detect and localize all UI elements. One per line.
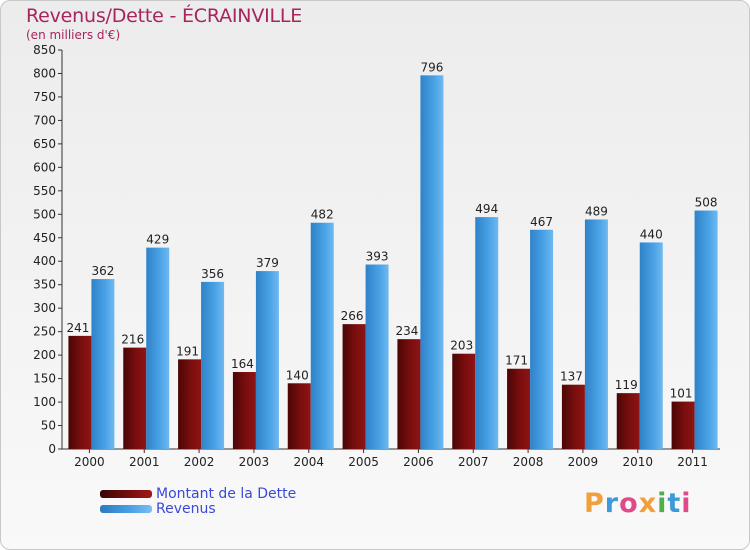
x-tick-label: 2008: [513, 455, 544, 469]
data-label-revenue: 379: [256, 256, 279, 270]
bar-debt: [232, 372, 256, 449]
bar-revenue: [584, 219, 608, 449]
logo-letter-3: x: [638, 488, 658, 519]
data-label-revenue: 362: [91, 264, 114, 278]
logo-letter-1: r: [604, 488, 620, 519]
y-tick-label: 250: [33, 325, 56, 339]
bar-revenue: [310, 222, 334, 449]
bar-revenue: [91, 279, 115, 449]
bar-debt: [561, 384, 585, 449]
bar-debt: [123, 347, 147, 449]
data-label-revenue: 467: [530, 215, 553, 229]
data-label-revenue: 482: [311, 208, 334, 222]
bar-debt: [616, 393, 640, 449]
x-tick-label: 2002: [184, 455, 215, 469]
chart-subtitle: (en milliers d'€): [26, 28, 121, 42]
data-label-debt: 191: [176, 344, 199, 358]
data-label-revenue: 508: [695, 196, 718, 210]
y-tick-label: 50: [41, 419, 56, 433]
data-label-revenue: 796: [420, 60, 443, 74]
legend-item-debt: Montant de la Dette: [100, 485, 297, 502]
bar-debt: [452, 353, 476, 449]
y-tick-label: 350: [33, 278, 56, 292]
bar-debt: [671, 401, 695, 449]
data-label-debt: 119: [615, 378, 638, 392]
bar-debt: [68, 335, 92, 449]
y-tick-label: 550: [33, 184, 56, 198]
y-tick-label: 800: [33, 66, 56, 80]
y-tick-label: 750: [33, 90, 56, 104]
logo-letter-5: t: [667, 488, 682, 519]
chart-title: Revenus/Dette - ÉCRAINVILLE: [26, 5, 303, 27]
bar-debt: [178, 359, 202, 449]
data-label-debt: 140: [286, 368, 309, 382]
bar-revenue: [255, 271, 279, 449]
bar-revenue: [420, 75, 444, 449]
logo-letter-4: i: [657, 488, 668, 519]
x-tick-label: 2001: [129, 455, 160, 469]
data-label-debt: 241: [66, 321, 89, 335]
legend-swatch-debt: [100, 489, 152, 498]
y-tick-label: 150: [33, 372, 56, 386]
x-tick-label: 2003: [239, 455, 270, 469]
y-tick-label: 500: [33, 207, 56, 221]
bar-debt: [287, 383, 311, 449]
bar-revenue: [639, 242, 663, 449]
proxiti-logo: Proxiti: [584, 488, 692, 519]
bar-revenue: [530, 229, 554, 449]
x-tick-label: 2004: [293, 455, 324, 469]
data-label-revenue: 356: [201, 267, 224, 281]
x-tick-label: 2010: [622, 455, 653, 469]
y-tick-label: 200: [33, 348, 56, 362]
data-label-revenue: 440: [640, 227, 663, 241]
x-tick-label: 2006: [403, 455, 434, 469]
y-tick-label: 400: [33, 254, 56, 268]
bar-revenue: [694, 210, 718, 449]
bar-debt: [342, 324, 366, 449]
bar-revenue: [365, 264, 389, 449]
x-tick-label: 2009: [568, 455, 599, 469]
data-label-debt: 216: [121, 333, 144, 347]
data-label-debt: 171: [505, 354, 528, 368]
data-label-debt: 137: [560, 370, 583, 384]
x-tick-label: 2005: [348, 455, 379, 469]
y-tick-label: 100: [33, 395, 56, 409]
bar-revenue: [201, 281, 225, 449]
y-tick-label: 850: [33, 43, 56, 57]
x-tick-label: 2011: [677, 455, 708, 469]
y-tick-label: 650: [33, 137, 56, 151]
legend: Montant de la Dette Revenus: [100, 485, 297, 517]
data-label-revenue: 429: [146, 233, 169, 247]
legend-label-debt: Montant de la Dette: [156, 485, 297, 502]
bar-debt: [397, 339, 421, 449]
legend-swatch-revenue: [100, 504, 152, 513]
data-label-debt: 164: [231, 357, 254, 371]
bar-revenue: [475, 217, 499, 449]
logo-letter-6: i: [681, 488, 692, 519]
y-tick-label: 700: [33, 113, 56, 127]
data-label-revenue: 393: [366, 250, 389, 264]
data-label-debt: 266: [341, 309, 364, 323]
y-tick-label: 450: [33, 231, 56, 245]
y-tick-label: 0: [48, 442, 56, 456]
data-label-revenue: 494: [475, 202, 498, 216]
data-label-debt: 234: [395, 324, 418, 338]
y-tick-label: 600: [33, 160, 56, 174]
bar-debt: [507, 368, 531, 449]
bar-revenue: [146, 247, 170, 449]
data-label-debt: 203: [450, 339, 473, 353]
x-tick-label: 2000: [74, 455, 105, 469]
legend-label-revenue: Revenus: [156, 500, 216, 517]
logo-letter-0: P: [584, 488, 605, 519]
legend-item-revenue: Revenus: [100, 500, 296, 517]
data-label-revenue: 489: [585, 204, 608, 218]
y-tick-label: 300: [33, 301, 56, 315]
x-tick-label: 2007: [458, 455, 489, 469]
logo-letter-2: o: [619, 488, 639, 519]
data-label-debt: 101: [670, 387, 693, 401]
